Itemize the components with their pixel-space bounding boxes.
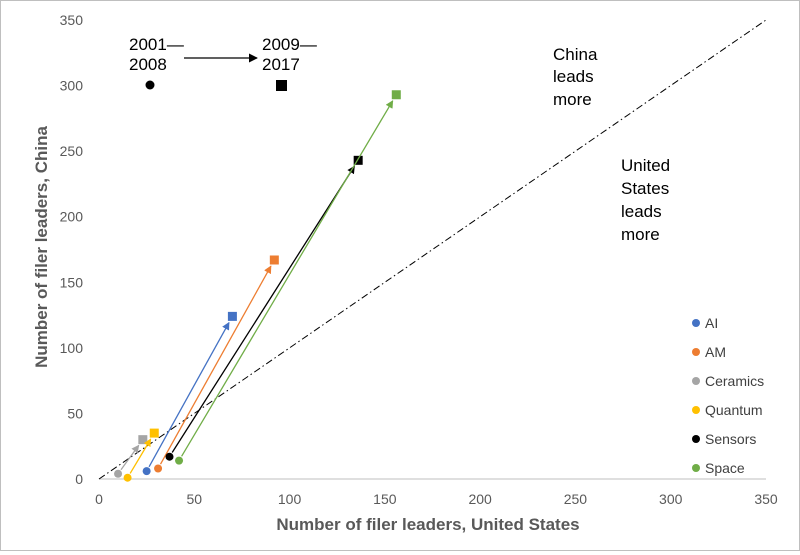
series-ai — [142, 311, 237, 476]
y-tick-label: 100 — [60, 340, 84, 356]
sensors-2009-2017-point — [353, 155, 363, 165]
series-quantum — [123, 428, 159, 482]
x-tick-label: 150 — [373, 491, 397, 507]
space-2001-2008-point — [175, 456, 184, 465]
ai-2009-2017-point — [227, 311, 237, 321]
sensors-2001-2008-point — [165, 452, 174, 461]
x-tick-label: 200 — [468, 491, 492, 507]
period-from-marker — [145, 80, 155, 90]
ceramics-change-arrow — [120, 444, 140, 471]
y-tick-label: 300 — [60, 78, 84, 94]
china-leads-annotation: China leads more — [553, 45, 598, 109]
legend-label-space: Space — [705, 460, 745, 476]
series-ceramics — [114, 435, 148, 478]
legend-item-space: Space — [692, 460, 745, 476]
series-layer — [114, 90, 401, 482]
quantum-2009-2017-point — [149, 428, 159, 438]
x-axis-ticks: 0 50 100 150 200 250 300 350 — [95, 491, 778, 507]
legend-item-sensors: Sensors — [692, 431, 756, 447]
period-from-line2: 2008 — [129, 55, 167, 74]
legend-item-quantum: Quantum — [692, 402, 763, 418]
x-tick-label: 50 — [186, 491, 202, 507]
quantum-2001-2008-point — [123, 473, 132, 482]
series-space — [175, 90, 401, 465]
ceramics-2009-2017-point — [138, 435, 148, 445]
legend-swatch-quantum — [692, 406, 700, 414]
y-axis-title: Number of filer leaders, China — [32, 126, 51, 368]
legend-item-ceramics: Ceramics — [692, 373, 764, 389]
y-tick-label: 200 — [60, 209, 84, 225]
period-legend: 2001— 2008 2009— 2017 — [129, 35, 317, 91]
us-leads-line4: more — [621, 225, 660, 244]
x-tick-label: 300 — [659, 491, 683, 507]
china-leads-line3: more — [553, 90, 592, 109]
period-to-line1: 2009— — [262, 35, 317, 54]
ceramics-2001-2008-point — [114, 469, 123, 478]
legend-item-ai: AI — [692, 315, 718, 331]
period-to-marker — [276, 80, 287, 91]
x-tick-label: 250 — [564, 491, 588, 507]
us-leads-line3: leads — [621, 202, 662, 221]
y-tick-label: 50 — [67, 405, 83, 421]
legend-swatch-ceramics — [692, 377, 700, 385]
x-tick-label: 100 — [278, 491, 302, 507]
china-leads-line2: leads — [553, 67, 594, 86]
y-tick-label: 250 — [60, 143, 84, 159]
us-leads-annotation: United States leads more — [621, 156, 670, 244]
series-sensors — [165, 155, 363, 461]
legend-swatch-am — [692, 348, 700, 356]
legend-swatch-ai — [692, 319, 700, 327]
legend-item-am: AM — [692, 344, 726, 360]
series-legend: AI AM Ceramics Quantum Sensors Space — [692, 315, 764, 476]
x-tick-label: 350 — [754, 491, 778, 507]
am-2009-2017-point — [269, 255, 279, 265]
legend-label-sensors: Sensors — [705, 431, 756, 447]
space-2009-2017-point — [391, 90, 401, 100]
am-change-arrow — [159, 265, 272, 465]
china-leads-line1: China — [553, 45, 598, 64]
series-am — [154, 255, 279, 473]
y-tick-label: 0 — [75, 471, 83, 487]
us-leads-line2: States — [621, 179, 669, 198]
ai-2001-2008-point — [142, 467, 151, 476]
legend-label-am: AM — [705, 344, 726, 360]
ai-change-arrow — [148, 321, 230, 468]
y-tick-label: 150 — [60, 274, 84, 290]
am-2001-2008-point — [154, 464, 163, 473]
legend-swatch-sensors — [692, 435, 700, 443]
legend-label-ceramics: Ceramics — [705, 373, 764, 389]
period-from-line1: 2001— — [129, 35, 184, 54]
quantum-change-arrow — [129, 438, 152, 474]
x-axis-title: Number of filer leaders, United States — [276, 515, 579, 534]
legend-swatch-space — [692, 464, 700, 472]
legend-label-ai: AI — [705, 315, 718, 331]
y-tick-label: 350 — [60, 12, 84, 28]
legend-label-quantum: Quantum — [705, 402, 763, 418]
period-to-line2: 2017 — [262, 55, 300, 74]
sensors-change-arrow — [171, 165, 355, 453]
equality-reference-line — [98, 19, 767, 480]
space-change-arrow — [181, 100, 394, 457]
x-tick-label: 0 — [95, 491, 103, 507]
us-leads-line1: United — [621, 156, 670, 175]
y-axis-ticks: 0 50 100 150 200 250 300 350 — [60, 12, 84, 487]
